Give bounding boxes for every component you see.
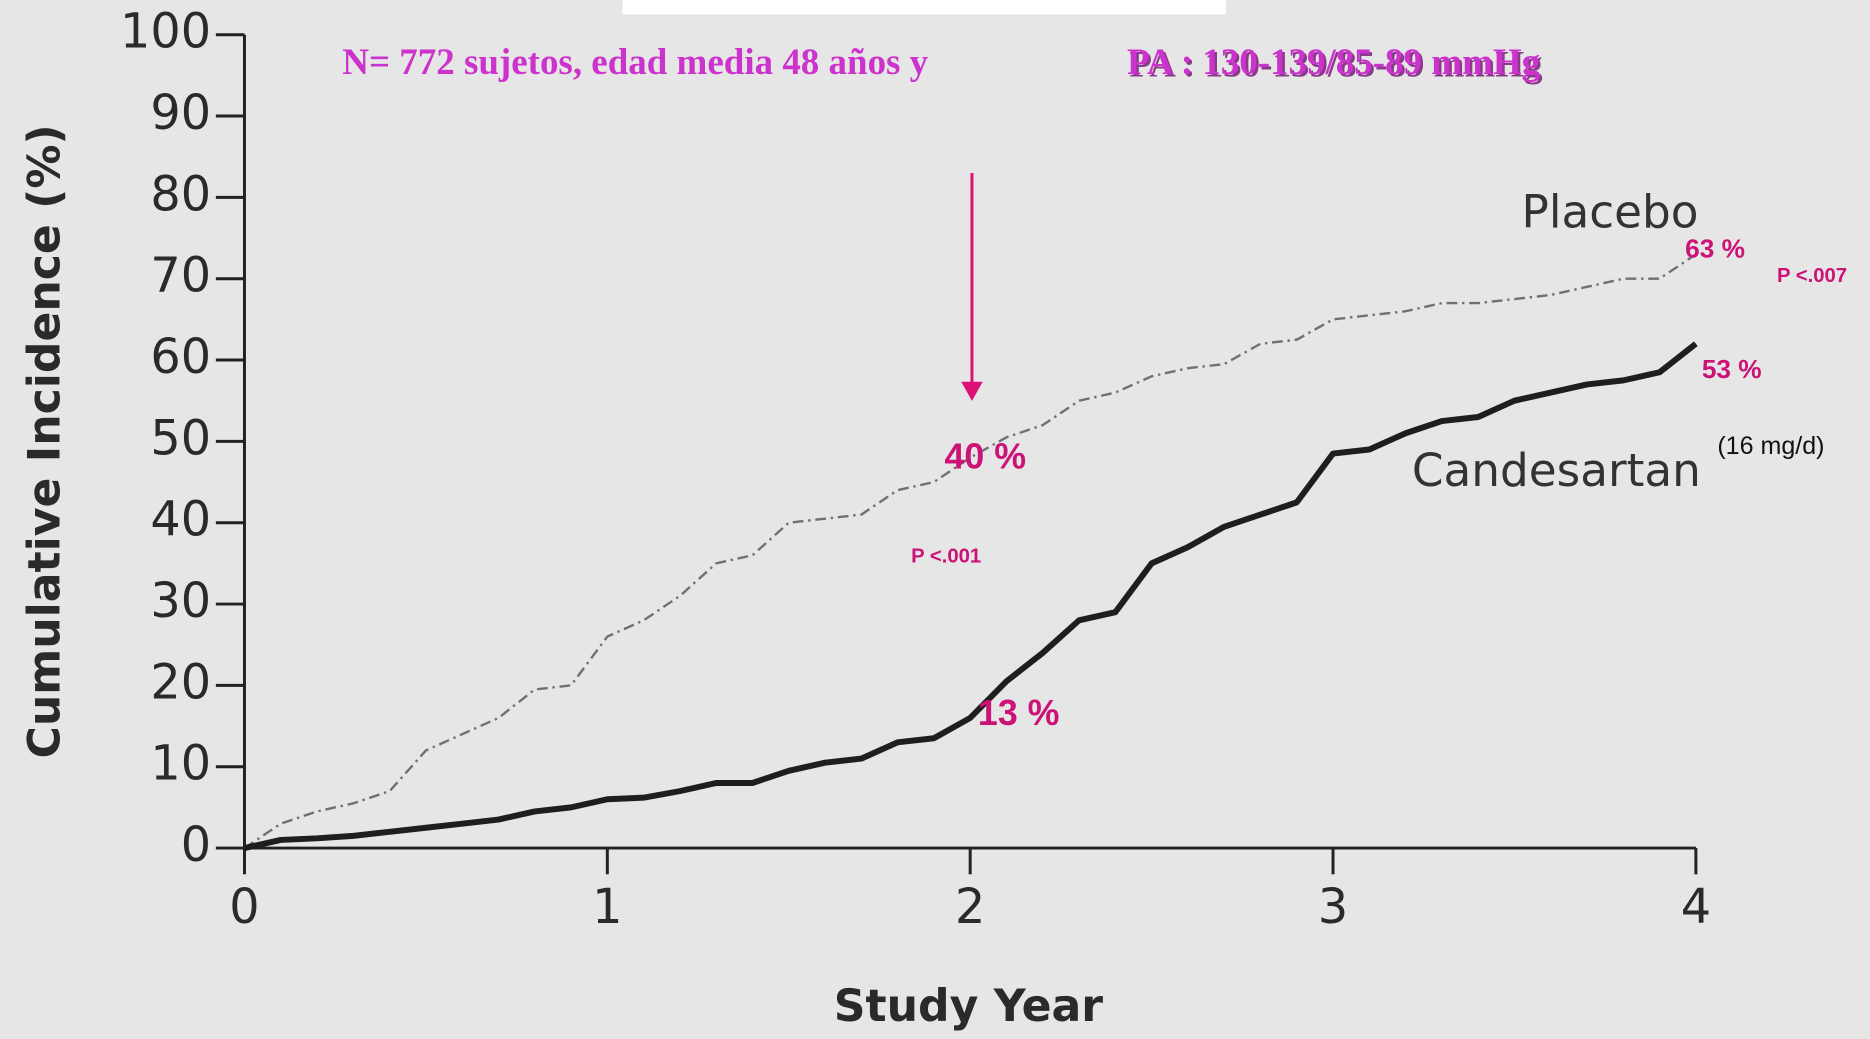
y-tick-label: 20 <box>150 655 211 710</box>
x-tick-label: 0 <box>229 880 259 935</box>
y-tick-label: 60 <box>150 330 211 385</box>
annotation: P <.007 <box>1777 265 1847 287</box>
y-tick-label: 90 <box>150 86 211 141</box>
annotation: (16 mg/d) <box>1717 432 1824 460</box>
x-axis-label: Study Year <box>834 981 1104 1032</box>
x-tick-label: 1 <box>592 880 622 935</box>
arrow-head <box>961 381 983 401</box>
annotation: 13 % <box>978 693 1060 733</box>
y-tick-label: 30 <box>150 574 211 629</box>
y-tick-label: 50 <box>150 411 211 466</box>
annotation: 63 % <box>1685 233 1745 263</box>
x-tick-label: 2 <box>955 880 985 935</box>
series-line <box>243 253 1697 850</box>
y-tick-label: 0 <box>181 818 211 873</box>
x-tick-label: 3 <box>1318 880 1348 935</box>
annotation: P <.001 <box>911 545 981 567</box>
y-tick-label: 80 <box>150 167 211 222</box>
y-tick-label: 100 <box>120 5 211 60</box>
chart-title: N= 772 sujetos, edad media 48 años y <box>342 41 928 82</box>
series-line <box>243 341 1698 851</box>
y-tick-label: 40 <box>150 493 211 548</box>
x-tick-label: 4 <box>1681 880 1711 935</box>
subtitle-shadow: PA : 130-139/85-89 mmHg <box>1129 44 1543 85</box>
chart-subtitle: PA : 130-139/85-89 mmHg <box>1127 41 1541 82</box>
series-label: Placebo <box>1522 185 1699 238</box>
annotation: 53 % <box>1702 354 1762 384</box>
annotation: 40 % <box>945 437 1027 477</box>
white-box <box>622 0 1226 15</box>
series-label: Candesartan <box>1412 444 1701 497</box>
y-tick-label: 70 <box>150 249 211 304</box>
y-axis-label: Cumulative Incidence (%) <box>20 124 71 758</box>
y-tick-label: 10 <box>150 737 211 792</box>
